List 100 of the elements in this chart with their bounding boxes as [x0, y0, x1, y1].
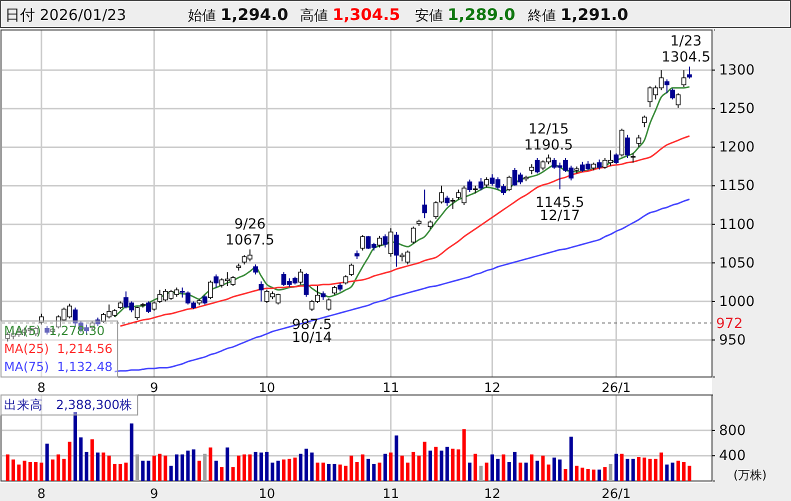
candlestick — [450, 198, 456, 210]
bar — [248, 454, 252, 481]
bar — [513, 452, 517, 481]
bar — [366, 458, 370, 481]
candlestick — [444, 195, 450, 206]
bar — [530, 454, 534, 481]
text: 高値 1,304.5 — [300, 5, 400, 24]
candlestick — [467, 179, 472, 192]
bar — [372, 464, 376, 481]
bar — [417, 456, 421, 481]
bar — [203, 454, 207, 481]
candlestick — [681, 70, 686, 88]
bar — [541, 456, 545, 481]
candlestick — [630, 152, 636, 164]
candlestick — [433, 200, 438, 220]
y-tick-label: 400 — [719, 448, 746, 464]
candlestick — [687, 66, 692, 80]
bar — [586, 468, 590, 481]
bar — [344, 466, 348, 481]
bar — [474, 454, 478, 481]
candlestick — [348, 263, 354, 276]
bar — [507, 462, 511, 481]
bar — [614, 454, 618, 481]
bar — [598, 470, 602, 481]
bar — [17, 464, 21, 481]
candlestick — [664, 78, 670, 94]
bar — [569, 436, 573, 481]
bar — [270, 462, 274, 481]
bar — [135, 454, 139, 481]
annotation: 9/26 1067.5 — [225, 216, 274, 248]
bar — [304, 448, 308, 481]
bar — [490, 454, 494, 481]
bar — [50, 460, 54, 481]
x-tick-label: 11 — [382, 381, 400, 396]
bar — [608, 464, 612, 481]
bar — [90, 439, 94, 481]
bar — [546, 464, 550, 481]
x-tick-label: 8 — [37, 381, 46, 396]
y-tick-label: 1150 — [719, 178, 755, 194]
annotation: 12/15 1190.5 — [524, 122, 574, 154]
bar — [180, 454, 184, 481]
y-tick-label: 1200 — [719, 140, 755, 156]
bar — [524, 462, 528, 481]
bar — [316, 462, 320, 481]
bar — [298, 454, 302, 481]
bar — [169, 466, 173, 481]
bar — [102, 452, 106, 481]
x-tick-label: 10 — [258, 487, 276, 501]
candlestick — [39, 313, 44, 326]
bar — [552, 458, 556, 481]
candlestick — [202, 294, 208, 306]
chart-title: 日付 2026/01/23 — [5, 6, 126, 24]
bar — [682, 462, 686, 481]
candlestick — [439, 185, 444, 204]
candlestick — [134, 306, 140, 320]
text: 終値 1,291.0 — [527, 5, 628, 24]
bar — [192, 449, 196, 481]
bar — [536, 460, 540, 481]
candlestick — [180, 287, 185, 298]
bar — [496, 458, 500, 481]
bar — [412, 452, 416, 481]
candlestick — [596, 159, 602, 170]
bar — [146, 460, 150, 481]
bar — [293, 458, 297, 481]
y-tick-label: 1100 — [719, 216, 755, 233]
bar — [56, 454, 60, 481]
bar — [6, 454, 10, 481]
bar — [558, 460, 562, 481]
bar — [79, 437, 83, 481]
bar — [265, 452, 269, 481]
bar — [479, 466, 483, 481]
candlestick — [304, 272, 309, 298]
bar — [660, 452, 664, 481]
bar — [214, 460, 218, 481]
candlestick — [382, 234, 388, 248]
bar — [321, 462, 325, 481]
bar — [118, 464, 122, 481]
line-series — [114, 86, 690, 318]
x-tick-label: 26/1 — [602, 381, 631, 396]
bar — [34, 462, 38, 481]
bar — [45, 444, 49, 481]
bar — [226, 447, 230, 481]
candlestick — [636, 134, 642, 148]
bar — [456, 449, 460, 481]
bar — [242, 454, 246, 481]
bar — [231, 467, 235, 481]
bar — [626, 458, 630, 481]
bar — [400, 456, 404, 481]
annotation: 1/23 1304.5 — [662, 34, 710, 66]
candlestick — [377, 235, 382, 248]
bar — [22, 460, 26, 481]
bar — [575, 466, 579, 481]
x-tick-label: 12 — [484, 487, 501, 501]
bar — [592, 470, 596, 481]
candlestick — [214, 274, 219, 288]
candlestick — [676, 92, 681, 108]
x-tick-label: 10 — [258, 381, 276, 396]
bar — [440, 450, 444, 481]
candlestick — [146, 300, 151, 314]
x-tick-label: 26/1 — [602, 487, 631, 501]
